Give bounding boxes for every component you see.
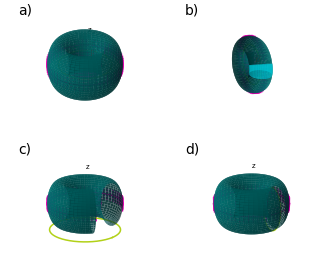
- Text: c): c): [18, 143, 32, 157]
- Text: a): a): [18, 4, 33, 18]
- Text: b): b): [185, 4, 199, 18]
- Text: d): d): [185, 143, 199, 157]
